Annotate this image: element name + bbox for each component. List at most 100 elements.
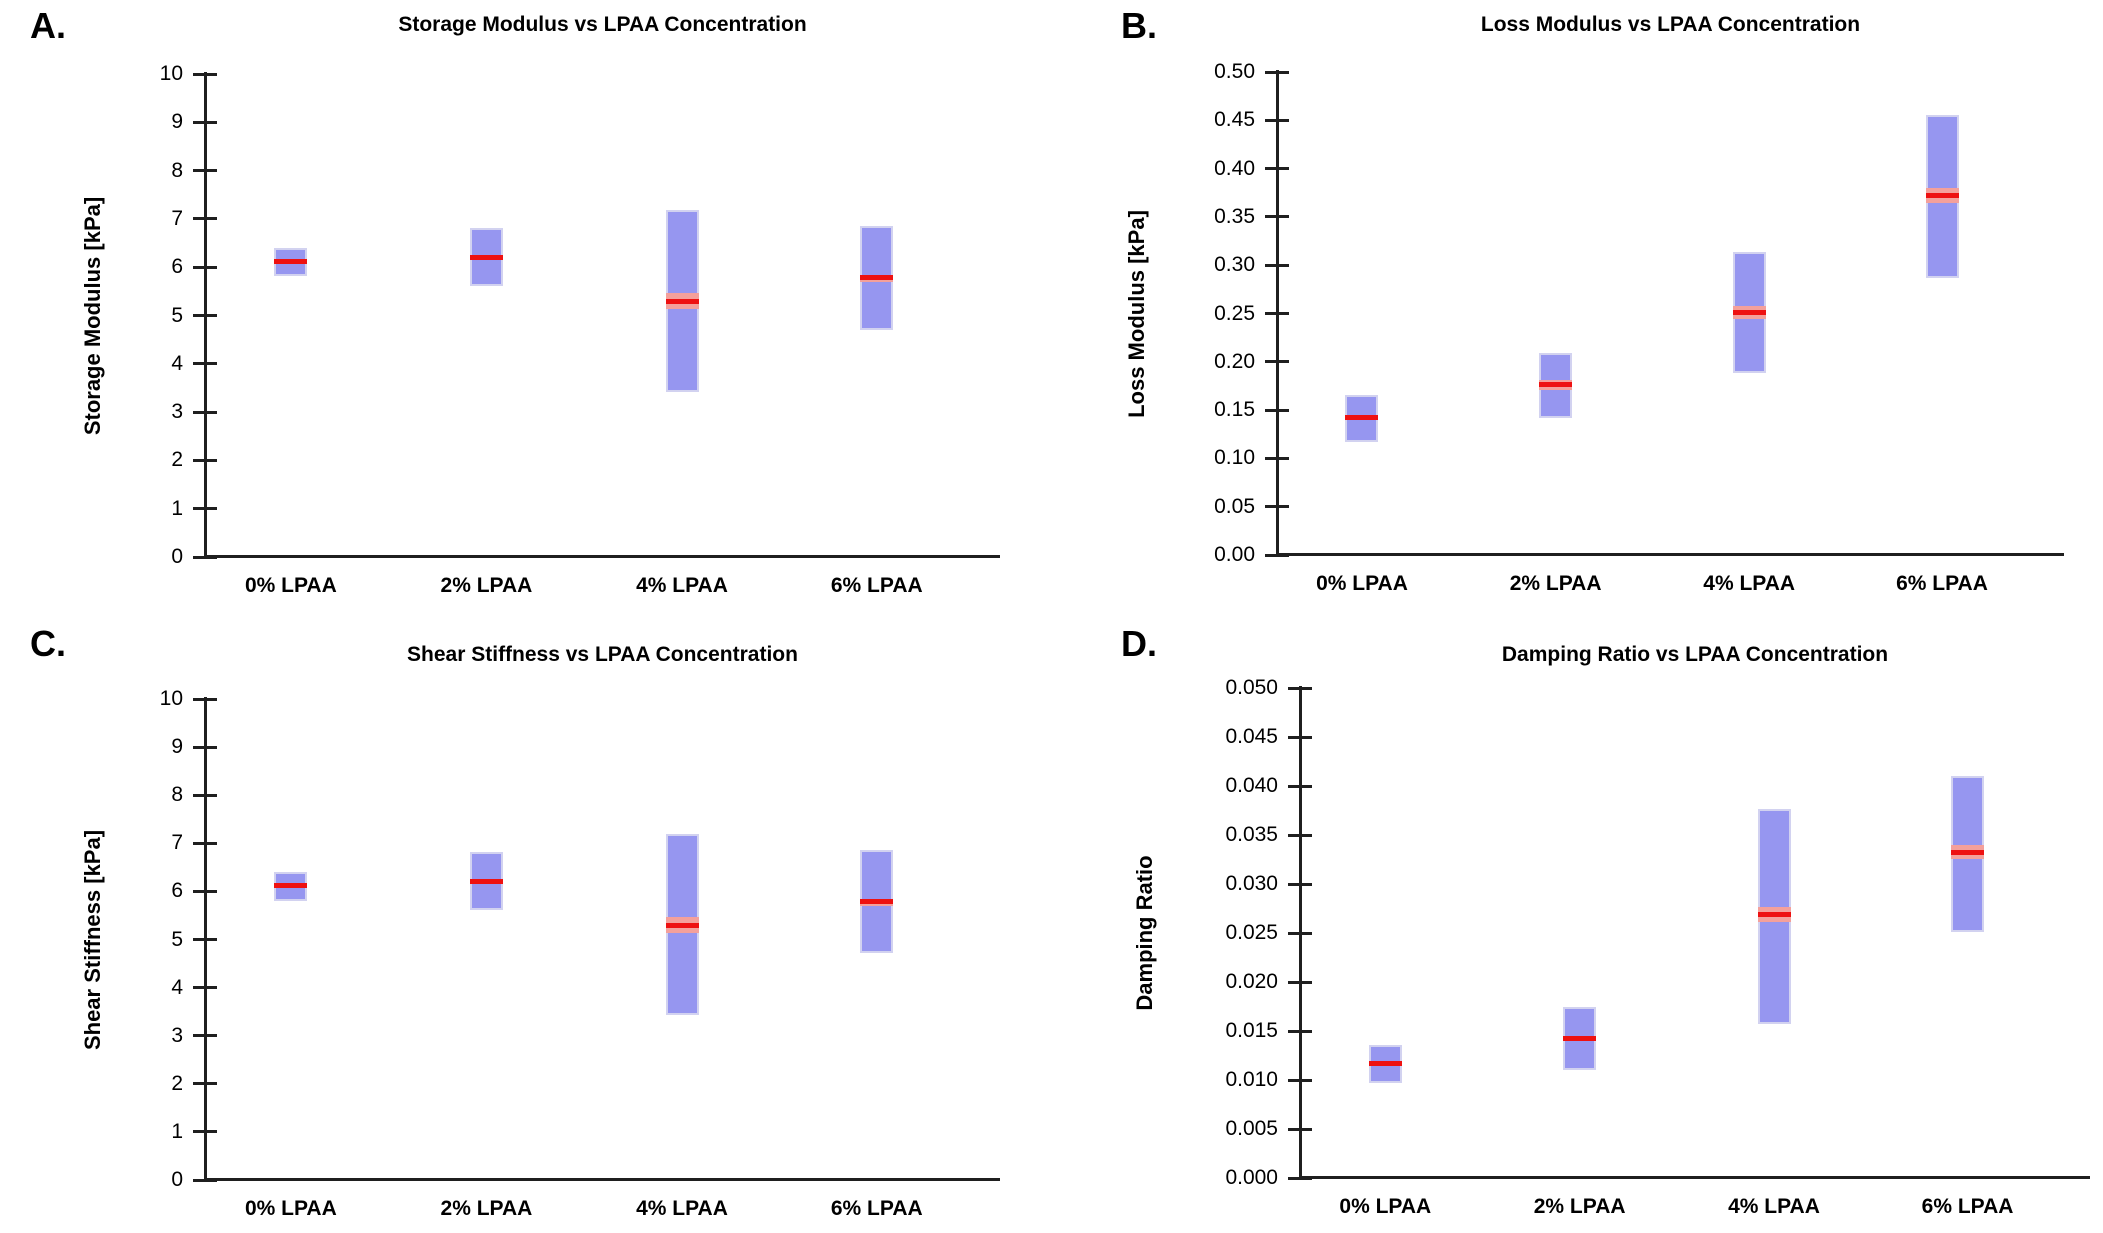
y-tick-label: 0.35 bbox=[1214, 204, 1255, 228]
y-tick-label: 0.40 bbox=[1214, 156, 1255, 180]
x-axis-line bbox=[1299, 1176, 2090, 1179]
median-line bbox=[469, 254, 503, 260]
y-tick bbox=[193, 169, 217, 173]
median-line bbox=[1951, 850, 1985, 856]
y-tick-label: 0.10 bbox=[1214, 446, 1255, 470]
y-tick-label: 0.45 bbox=[1214, 108, 1255, 132]
median-line bbox=[274, 883, 308, 889]
y-tick bbox=[193, 120, 217, 124]
y-tick bbox=[193, 1130, 217, 1134]
median-line bbox=[860, 274, 894, 280]
y-tick-label: 0.015 bbox=[1225, 1019, 1278, 1042]
y-tick bbox=[193, 555, 217, 559]
x-category-label: 4% LPAA bbox=[1728, 1195, 1820, 1218]
x-axis-line bbox=[204, 1178, 1000, 1181]
y-tick-label: 5 bbox=[171, 927, 183, 951]
x-category-label: 4% LPAA bbox=[636, 1197, 728, 1220]
y-tick-label: 1 bbox=[171, 1119, 183, 1143]
plot-area: 0.000 0.005 0.010 0.015 0.020 0.025 0.030 0.035… bbox=[1225, 676, 2090, 1218]
y-tick bbox=[193, 507, 217, 511]
y-tick-label: 6 bbox=[171, 879, 183, 903]
y-tick bbox=[193, 1082, 217, 1086]
y-tick-label: 0.020 bbox=[1225, 970, 1278, 993]
y-tick bbox=[193, 841, 217, 845]
y-tick-label: 2 bbox=[171, 1071, 183, 1095]
y-axis-title: Damping Ratio bbox=[1132, 855, 1157, 1011]
plot-title: Shear Stiffness vs LPAA Concentration bbox=[407, 643, 798, 666]
panel-letter: D. bbox=[1121, 623, 1157, 664]
y-tick-label: 0.050 bbox=[1225, 676, 1278, 699]
y-tick bbox=[1265, 456, 1289, 460]
y-tick-label: 0 bbox=[171, 545, 183, 568]
y-tick bbox=[193, 889, 217, 893]
y-tick bbox=[193, 314, 217, 317]
x-category-label: 6% LPAA bbox=[830, 574, 923, 597]
y-tick bbox=[1288, 882, 1312, 886]
plot-area: 0 1 2 3 4 5 6 7 8 9 10 0% LPAA 2% LPAA 4% LPAA 6% LPAA bbox=[160, 62, 1000, 597]
median-line bbox=[1925, 193, 1959, 199]
y-tick bbox=[1265, 263, 1289, 267]
y-tick-label: 2 bbox=[171, 448, 183, 472]
x-category-label: 0% LPAA bbox=[244, 1197, 337, 1220]
panel-c: C. Shear Stiffness vs LPAA Concentration… bbox=[0, 616, 1051, 1233]
y-tick bbox=[193, 217, 217, 221]
y-tick-label: 0.05 bbox=[1214, 494, 1255, 518]
y-tick bbox=[1288, 1078, 1312, 1082]
y-tick-label: 7 bbox=[171, 831, 183, 855]
y-tick bbox=[193, 745, 217, 749]
median-line bbox=[1539, 382, 1573, 388]
x-category-label: 0% LPAA bbox=[1316, 572, 1408, 595]
y-tick-label: 0.030 bbox=[1225, 872, 1278, 895]
plot-area: 0 1 2 3 4 5 6 7 8 9 10 0% LPAA 2% LPAA 4% LPAA 6% LPAA bbox=[160, 687, 1000, 1220]
y-tick bbox=[193, 362, 217, 366]
plot-title: Damping Ratio vs LPAA Concentration bbox=[1501, 643, 1889, 666]
y-tick-label: 3 bbox=[171, 1023, 183, 1047]
y-tick-label: 0.15 bbox=[1214, 398, 1255, 422]
x-category-label: 0% LPAA bbox=[1339, 1195, 1432, 1218]
y-tick-label: 4 bbox=[171, 975, 183, 999]
median-line bbox=[665, 922, 699, 928]
y-tick bbox=[1265, 167, 1289, 171]
x-category-label: 6% LPAA bbox=[1921, 1195, 2014, 1218]
y-tick bbox=[193, 793, 217, 797]
panel-letter: A. bbox=[30, 5, 66, 46]
median-line bbox=[1345, 415, 1379, 421]
y-tick bbox=[1288, 1127, 1312, 1131]
median-line bbox=[860, 899, 894, 904]
y-tick bbox=[1288, 980, 1312, 984]
x-category-label: 4% LPAA bbox=[636, 574, 728, 597]
y-tick-label: 0 bbox=[171, 1168, 183, 1191]
y-tick bbox=[193, 1034, 217, 1038]
y-tick-label: 9 bbox=[171, 735, 183, 759]
y-tick bbox=[193, 697, 217, 701]
y-tick bbox=[193, 986, 217, 990]
y-tick-label: 1 bbox=[171, 496, 183, 520]
y-tick-label: 10 bbox=[159, 62, 183, 85]
y-tick bbox=[1288, 784, 1312, 788]
median-line bbox=[469, 878, 503, 884]
y-tick-label: 0.25 bbox=[1214, 301, 1255, 325]
y-tick-label: 3 bbox=[171, 400, 183, 424]
y-tick-label: 10 bbox=[159, 687, 183, 710]
y-tick-label: 0.30 bbox=[1214, 253, 1255, 277]
y-tick-label: 0.035 bbox=[1225, 823, 1278, 846]
y-tick bbox=[1288, 735, 1312, 739]
y-tick bbox=[193, 72, 217, 76]
y-tick bbox=[1288, 931, 1312, 935]
y-tick bbox=[193, 410, 217, 414]
y-tick bbox=[1265, 505, 1289, 509]
y-tick bbox=[1265, 553, 1289, 557]
x-axis-line bbox=[204, 555, 1000, 558]
y-tick-label: 0.045 bbox=[1225, 725, 1278, 748]
x-category-label: 6% LPAA bbox=[1896, 572, 1988, 595]
median-line bbox=[1563, 1036, 1597, 1042]
median-line bbox=[1732, 310, 1766, 316]
y-tick-label: 0.040 bbox=[1225, 774, 1278, 797]
y-tick-label: 9 bbox=[171, 110, 183, 134]
y-tick bbox=[1265, 70, 1289, 74]
y-tick bbox=[1288, 1029, 1312, 1033]
median-line bbox=[1757, 911, 1791, 917]
y-tick bbox=[193, 1178, 217, 1182]
y-tick-label: 4 bbox=[171, 351, 183, 375]
y-tick bbox=[1265, 215, 1289, 219]
